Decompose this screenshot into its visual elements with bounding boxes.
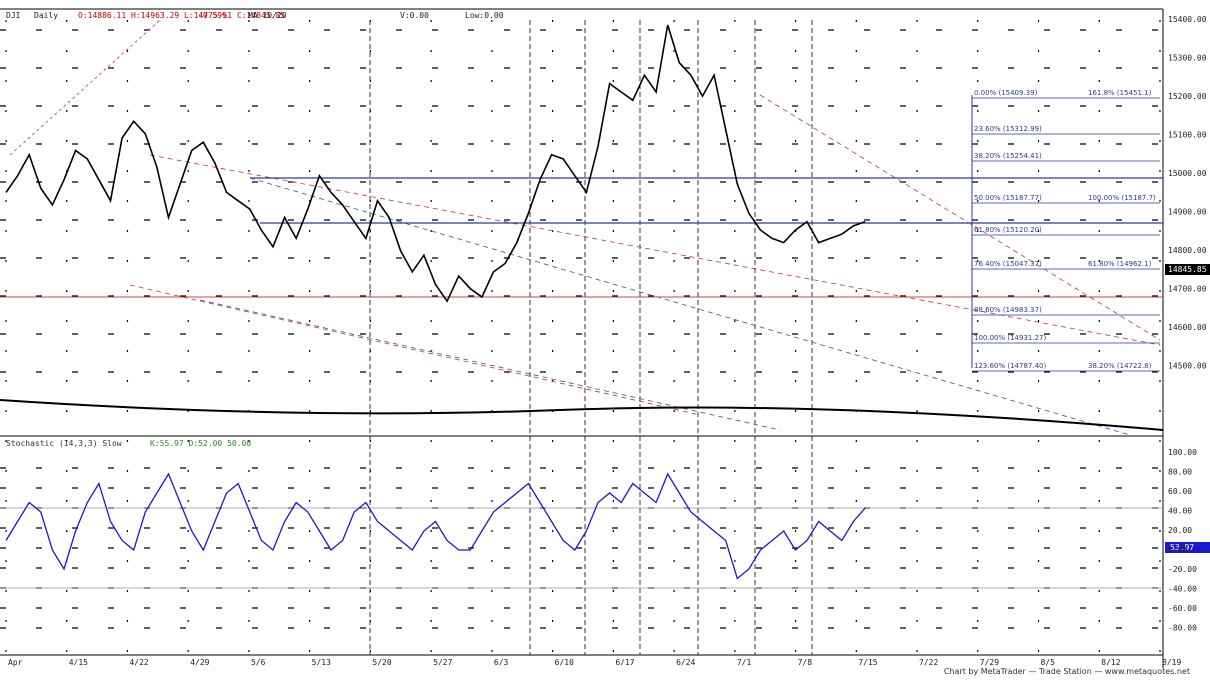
header-timeframe: Daily	[34, 11, 58, 20]
date-axis-label: 6/10	[555, 658, 574, 667]
fib-level-label: 88.60% (14983.37)	[974, 306, 1042, 314]
trend-line-red-1	[149, 154, 1161, 346]
fib-extension-label: 61.80% (14962.1)	[1088, 260, 1152, 268]
osc-axis-label: -20.00	[1168, 565, 1197, 574]
price-series-line	[5, 24, 866, 303]
oscillator-values: K:55.97 D:52.00 50.00	[150, 439, 251, 448]
current-price-badge	[1165, 264, 1210, 275]
fib-extension-label: 161.8% (15451.1)	[1088, 89, 1152, 97]
dashed-vertical-markers	[369, 20, 813, 655]
trend-line-red-2	[129, 284, 701, 416]
fib-level-label: 50.00% (15187.77)	[974, 194, 1042, 202]
date-axis-label: 4/22	[129, 658, 148, 667]
date-axis-label: 6/24	[676, 658, 695, 667]
date-axis-label: 7/8	[798, 658, 813, 667]
date-axis-label: 7/15	[858, 658, 877, 667]
price-axis-label: 14500.00	[1168, 362, 1207, 371]
header-extra: Low:0.00	[465, 11, 504, 20]
stochastic-series-line	[5, 472, 866, 580]
fib-level-label: 61.80% (15120.20)	[974, 226, 1042, 234]
oscillator-axis: 100.00 80.00 60.00 40.00 20.00 0.00 -20.00 -40.…	[1168, 448, 1197, 633]
price-axis-label: 15200.00	[1168, 92, 1207, 101]
fib-level-label: 38.20% (15254.41)	[974, 152, 1042, 160]
date-axis-label: 8/5	[1041, 658, 1056, 667]
price-axis-label: 14700.00	[1168, 285, 1207, 294]
price-axis-label: 14900.00	[1168, 208, 1207, 217]
price-axis-label: 14800.00	[1168, 246, 1207, 255]
fib-level-label: 100.00% (14931.27)	[974, 334, 1047, 342]
header-indicator: MA 10/20	[248, 11, 287, 20]
osc-axis-label: 60.00	[1168, 487, 1192, 496]
osc-axis-label: -80.00	[1168, 624, 1197, 633]
fib-extension-label: 38.20% (14722.8)	[1088, 362, 1152, 370]
fib-level-label: 0.00% (15409.39)	[974, 89, 1038, 97]
price-axis-label: 15400.00	[1168, 15, 1207, 24]
price-axis-label: 14600.00	[1168, 323, 1207, 332]
fib-level-label: 76.40% (15047.37)	[974, 260, 1042, 268]
fibonacci-levels: 0.00% (15409.39) 161.8% (15451.1) 23.60% (…	[972, 89, 1160, 372]
price-axis-label: 15000.00	[1168, 169, 1207, 178]
price-axis-label: 15100.00	[1168, 131, 1207, 140]
chart-footer: Chart by MetaTrader — Trade Station — ww…	[943, 667, 1190, 676]
osc-axis-label: 100.00	[1168, 448, 1197, 457]
date-axis-label: 5/13	[312, 658, 331, 667]
osc-axis-label: -60.00	[1168, 604, 1197, 613]
black-moving-average	[0, 399, 1164, 431]
price-axis: 15400.00 15300.00 15200.00 15100.00 15000.00…	[1168, 15, 1207, 371]
current-osc-label: 53.97	[1170, 543, 1194, 552]
date-axis-label: 8/12	[1101, 658, 1120, 667]
header-change: -0.59%	[198, 11, 227, 20]
date-axis-label: 4/29	[190, 658, 209, 667]
header-ohlc: O:14886.11 H:14963.29 L:14775.51 C:14845…	[78, 11, 285, 20]
fib-level-label: 123.60% (14787.40)	[974, 362, 1047, 370]
osc-axis-label: -40.00	[1168, 585, 1197, 594]
fib-level-label: 23.60% (15312.99)	[974, 125, 1042, 133]
trend-channel-lines	[0, 19, 1164, 436]
osc-axis-label: 0.00	[1168, 546, 1187, 555]
date-axis-label: 6/17	[615, 658, 634, 667]
header-values: V:0.00	[400, 11, 429, 20]
date-axis-label: 7/22	[919, 658, 938, 667]
trend-line-upper-left	[9, 19, 161, 156]
date-axis: Apr 4/15 4/22 4/29 5/6 5/13 5/20 5/27 6/3 6/10 6/1…	[8, 658, 1181, 667]
current-osc-badge	[1165, 542, 1210, 553]
date-axis-label: 6/3	[494, 658, 509, 667]
date-axis-label: Apr	[8, 658, 23, 667]
oscillator-title: Stochastic (14,3,3) Slow	[6, 439, 122, 448]
osc-axis-label: 20.00	[1168, 526, 1192, 535]
osc-axis-label: 80.00	[1168, 468, 1192, 477]
date-axis-label: 4/15	[69, 658, 88, 667]
header-symbol: DJI	[6, 11, 21, 20]
osc-axis-label: 40.00	[1168, 507, 1192, 516]
date-axis-label: 7/29	[980, 658, 999, 667]
date-axis-label: 5/6	[251, 658, 266, 667]
date-axis-label: 5/27	[433, 658, 452, 667]
current-price-label: 14845.85	[1168, 265, 1207, 274]
fib-extension-label: 100.00% (15187.7)	[1088, 194, 1156, 202]
date-axis-label: 7/1	[737, 658, 752, 667]
date-axis-label: 5/20	[372, 658, 391, 667]
trend-line-red-3	[759, 94, 1161, 341]
date-axis-label: 8/19	[1162, 658, 1181, 667]
price-axis-label: 15300.00	[1168, 54, 1207, 63]
